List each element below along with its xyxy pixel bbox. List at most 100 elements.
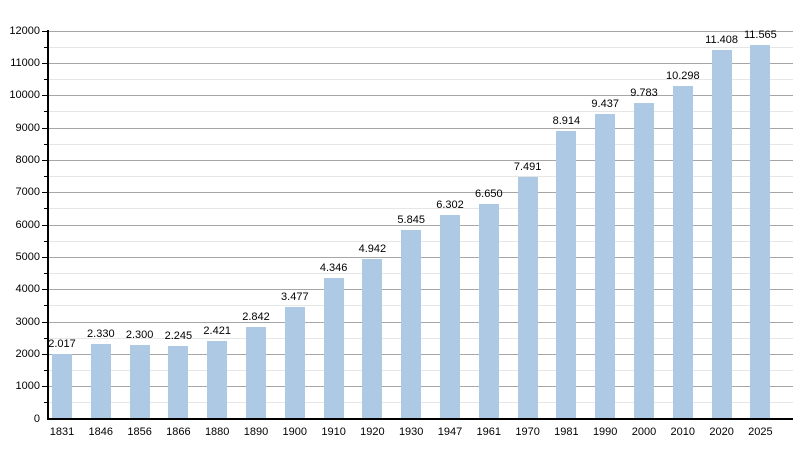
y-tick-label: 7000 <box>15 186 40 199</box>
y-tick-minor <box>44 370 47 371</box>
bar <box>517 176 538 419</box>
x-tick-label: 2020 <box>709 426 734 438</box>
x-tick-label: 1930 <box>398 426 424 438</box>
y-tick-label: 9000 <box>15 121 40 134</box>
plot-area: 2.017 1831 2.330 1846 2.300 1856 2.245 1866 2.42… <box>48 29 793 438</box>
bar-value-label: 5.845 <box>397 214 425 227</box>
bar <box>52 353 72 419</box>
gridline-minor <box>48 79 793 80</box>
x-tick-label: 1947 <box>437 426 463 438</box>
bar <box>556 130 577 419</box>
x-tick-label: 1866 <box>166 426 191 438</box>
y-tick-label: 3000 <box>15 315 40 328</box>
y-tick-label: 0 <box>33 412 40 425</box>
y-tick-minor <box>44 273 47 274</box>
bar <box>672 86 693 419</box>
bar-value-label: 9.437 <box>591 97 619 110</box>
x-tick-label: 2000 <box>631 426 657 438</box>
y-tick-minor <box>44 240 47 242</box>
bar <box>362 259 383 419</box>
x-tick-label: 1910 <box>321 426 346 438</box>
gridline-major <box>48 62 793 64</box>
y-tick-major <box>42 224 47 226</box>
x-tick-label: 2025 <box>748 426 773 438</box>
bar-value-label: 2.300 <box>125 328 154 341</box>
bar <box>129 344 150 419</box>
bar <box>207 340 228 419</box>
y-tick-label: 5000 <box>15 250 40 263</box>
y-tick-major <box>42 289 47 291</box>
bar <box>711 50 732 419</box>
y-tick-minor <box>44 46 47 48</box>
gridline-major <box>48 30 793 32</box>
y-tick-minor <box>44 176 47 177</box>
bar <box>401 230 422 419</box>
y-tick-minor <box>44 337 47 339</box>
bar-value-label: 8.914 <box>552 114 581 127</box>
y-tick-label: 11000 <box>10 56 40 69</box>
bar <box>750 45 771 419</box>
bar-value-label: 6.302 <box>436 199 464 212</box>
bar <box>595 113 616 419</box>
bar-value-label: 3.477 <box>281 290 309 303</box>
y-tick-major <box>42 95 47 97</box>
y-tick-minor <box>44 111 47 113</box>
x-tick-label: 1900 <box>282 426 308 438</box>
bar-value-label: 2.330 <box>87 327 115 340</box>
bar-value-label: 6.650 <box>475 187 503 200</box>
x-axis-line <box>47 418 793 420</box>
bar <box>90 343 111 419</box>
bar <box>323 278 344 419</box>
x-tick-label: 1856 <box>127 426 152 438</box>
gridline-major <box>48 95 793 97</box>
y-tick-label: 10000 <box>9 89 40 102</box>
y-tick-major <box>42 30 47 32</box>
bar-value-label: 4.346 <box>319 262 348 275</box>
bar-value-label: 11.565 <box>743 29 777 42</box>
y-tick-minor <box>44 402 47 404</box>
x-tick-label: 1880 <box>204 426 230 438</box>
y-tick-minor <box>44 79 47 80</box>
y-tick-major <box>42 192 47 194</box>
x-tick-label: 1831 <box>49 426 75 438</box>
bar <box>478 203 499 419</box>
bar-value-label: 11.408 <box>705 34 738 47</box>
x-tick-label: 2010 <box>670 426 696 438</box>
bar-value-label: 10.298 <box>665 70 700 83</box>
y-tick-major <box>42 321 47 323</box>
gridline-minor <box>48 143 793 145</box>
bar-value-label: 2.421 <box>203 324 231 337</box>
y-axis-line <box>47 30 49 420</box>
bar <box>246 327 266 419</box>
y-tick-minor <box>44 143 47 145</box>
bar-value-label: 7.491 <box>513 160 542 173</box>
gridline-minor <box>48 176 793 177</box>
y-tick-label: 2000 <box>15 347 40 360</box>
gridline-major <box>48 159 793 161</box>
bar <box>284 306 305 419</box>
bar-value-label: 2.245 <box>164 330 193 343</box>
gridline-major <box>48 192 793 194</box>
x-tick-label: 1990 <box>592 426 618 438</box>
y-tick-major <box>42 256 47 258</box>
y-tick-label: 8000 <box>15 153 40 166</box>
x-tick-label: 1846 <box>88 426 114 438</box>
y-tick-minor <box>44 208 47 210</box>
x-tick-label: 1970 <box>515 426 540 438</box>
y-tick-label: 4000 <box>15 283 40 296</box>
bar <box>440 215 460 419</box>
bar <box>168 346 189 419</box>
bar-value-label: 9.783 <box>630 86 658 99</box>
gridline-minor <box>48 46 793 48</box>
x-tick-label: 1961 <box>476 426 502 438</box>
x-tick-label: 1890 <box>243 426 269 438</box>
gridline-major <box>48 127 793 129</box>
x-tick-label: 1920 <box>360 426 385 438</box>
y-tick-label: 1000 <box>15 380 40 393</box>
y-tick-major <box>42 386 47 388</box>
gridline-minor <box>48 208 793 210</box>
y-tick-label: 6000 <box>15 218 40 231</box>
gridline-minor <box>48 111 793 113</box>
bar-value-label: 2.842 <box>242 311 270 324</box>
